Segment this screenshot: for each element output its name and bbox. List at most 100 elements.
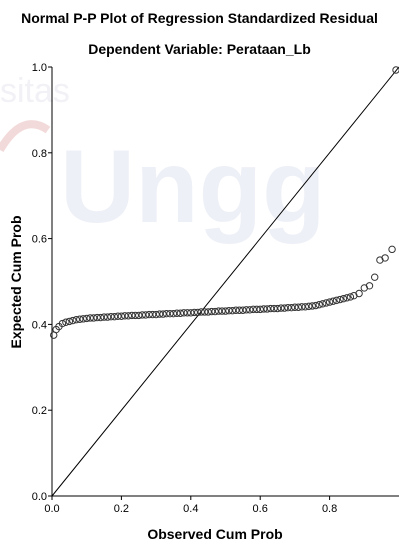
chart-subtitle: Dependent Variable: Perataan_Lb [88, 41, 311, 57]
data-point [145, 310, 153, 319]
data-point [329, 297, 337, 305]
x-axis-label: Observed Cum Prob [147, 526, 283, 542]
data-point [190, 308, 198, 317]
x-tick-label: 0.2 [114, 503, 129, 515]
data-point [266, 304, 275, 313]
data-point [128, 311, 136, 320]
data-point [371, 273, 379, 281]
y-tick-label: 0.0 [32, 491, 47, 503]
data-point [173, 309, 181, 317]
data-point [392, 66, 399, 74]
data-point [336, 295, 344, 304]
data-point [280, 304, 289, 312]
data-point [169, 309, 178, 318]
y-axis-label: Expected Cum Prob [8, 215, 24, 349]
data-point [346, 293, 355, 301]
data-point [114, 312, 122, 320]
data-point [62, 318, 70, 326]
data-point [124, 312, 133, 320]
data-point [89, 314, 98, 322]
data-point [93, 313, 101, 322]
data-point [388, 245, 396, 254]
y-tick-label: 0.4 [32, 319, 47, 331]
data-point [381, 254, 389, 262]
y-tick-label: 0.6 [32, 234, 47, 246]
data-point [365, 282, 374, 290]
data-point [72, 315, 80, 324]
data-point [65, 317, 74, 326]
data-point [162, 309, 171, 318]
data-point [69, 316, 77, 325]
data-point [305, 302, 313, 311]
data-point [325, 298, 334, 306]
data-point [301, 303, 310, 311]
data-point [96, 313, 105, 322]
data-point [332, 296, 341, 305]
y-tick-label: 0.8 [32, 148, 47, 160]
data-point [256, 305, 264, 314]
data-point [197, 308, 205, 316]
data-point [86, 314, 94, 322]
data-point [107, 312, 115, 321]
data-point [180, 309, 188, 317]
x-tick-label: 0.6 [253, 503, 268, 515]
data-point [343, 294, 351, 302]
data-point [239, 306, 247, 314]
data-point [110, 312, 119, 321]
data-point [183, 309, 192, 317]
data-point [308, 302, 316, 310]
data-point [211, 307, 219, 316]
data-point [235, 306, 244, 314]
data-point [176, 309, 185, 317]
data-point [315, 300, 323, 309]
data-point [135, 311, 143, 320]
x-tick-label: 0.4 [183, 503, 198, 515]
data-point [232, 306, 240, 314]
data-point [159, 310, 167, 318]
data-point [131, 311, 139, 320]
data-point [277, 304, 285, 312]
data-point [298, 303, 306, 311]
data-point [355, 289, 363, 298]
data-point [76, 315, 84, 323]
data-point [207, 307, 216, 316]
data-point [204, 308, 212, 316]
data-point [79, 315, 87, 323]
data-point [221, 307, 230, 315]
data-point [339, 294, 348, 303]
y-tick-label: 0.2 [32, 405, 47, 417]
x-tick-label: 0.8 [322, 503, 337, 515]
y-tick-label: 1.0 [32, 62, 47, 74]
x-tick-label: 0.0 [44, 503, 59, 515]
data-point [200, 308, 209, 316]
data-point [83, 314, 91, 323]
data-point [218, 307, 226, 315]
data-point [100, 313, 108, 321]
data-point [228, 306, 237, 315]
data-point [152, 310, 160, 319]
data-point [246, 306, 254, 314]
data-point [242, 306, 251, 314]
data-point [284, 303, 292, 312]
data-point [322, 299, 330, 307]
data-point [249, 305, 257, 314]
data-point [58, 319, 67, 328]
data-point [141, 311, 150, 319]
chart-title: Normal P-P Plot of Regression Standardiz… [21, 10, 378, 26]
data-point [225, 306, 233, 315]
data-point [259, 305, 268, 313]
data-point [270, 304, 278, 313]
reference-line [51, 66, 399, 497]
data-point [194, 308, 202, 317]
data-point [312, 301, 320, 310]
data-point [318, 300, 327, 308]
data-point [263, 305, 271, 313]
data-point [294, 303, 303, 311]
data-point [273, 304, 282, 313]
data-point [103, 313, 112, 321]
data-point [155, 310, 164, 318]
data-point [253, 305, 261, 314]
data-point [138, 311, 146, 319]
data-point [166, 309, 174, 318]
